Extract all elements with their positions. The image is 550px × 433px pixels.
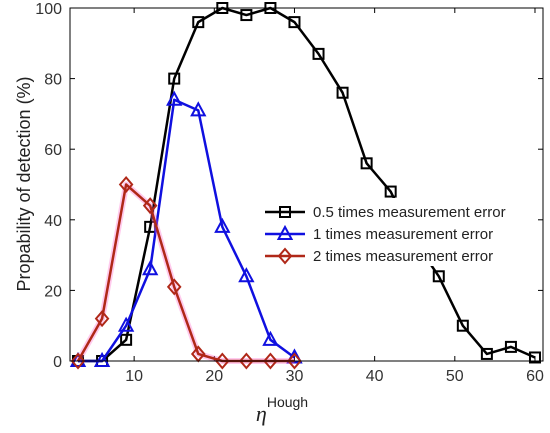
data-point xyxy=(360,157,373,170)
plot-background xyxy=(70,8,543,361)
data-point xyxy=(168,72,181,85)
data-point xyxy=(190,101,207,117)
data-point xyxy=(240,9,253,22)
data-point xyxy=(118,175,134,194)
data-point xyxy=(238,267,255,283)
legend-label: 1 times measurement error xyxy=(313,226,493,243)
data-point xyxy=(141,260,159,276)
x-tick-label: 60 xyxy=(526,368,544,385)
data-point xyxy=(336,86,349,99)
data-point xyxy=(287,352,302,370)
data-point xyxy=(312,47,325,60)
legend: 0.5 times measurement error 1 times measu… xyxy=(262,198,535,266)
plot-frame xyxy=(69,7,544,362)
series-2 xyxy=(69,90,303,367)
data-point xyxy=(456,319,469,332)
data-point xyxy=(94,310,110,328)
legend-box xyxy=(262,198,535,266)
legend-marker xyxy=(277,247,293,265)
y-axis-title: Propability of detection (%) xyxy=(14,76,34,291)
data-point xyxy=(480,347,493,360)
data-point xyxy=(384,185,397,198)
data-point xyxy=(69,351,87,367)
data-point xyxy=(262,330,279,346)
legend-label: 0.5 times measurement error xyxy=(313,204,506,221)
data-point xyxy=(263,352,278,370)
x-axis-title: ηHough xyxy=(256,394,308,426)
data-point xyxy=(166,90,183,106)
x-tick-label: 10 xyxy=(125,368,143,385)
x-axis-superscript: Hough xyxy=(267,394,308,410)
x-axis-symbol: η xyxy=(256,401,267,426)
data-point xyxy=(432,270,445,283)
data-point xyxy=(93,351,111,367)
x-tick-label: 20 xyxy=(205,368,223,385)
y-tick-label: 100 xyxy=(35,1,62,18)
y-tick-label: 60 xyxy=(44,142,62,159)
x-tick-label: 50 xyxy=(446,368,464,385)
legend-marker xyxy=(279,206,291,218)
data-point xyxy=(70,352,86,370)
y-tick-label: 20 xyxy=(44,283,62,300)
series-line xyxy=(78,98,296,363)
x-axis-ticks: 10 20 30 40 50 60 xyxy=(125,8,544,385)
x-tick-label: 30 xyxy=(286,368,304,385)
y-tick-label: 40 xyxy=(44,213,62,230)
x-tick-label: 40 xyxy=(366,368,384,385)
data-point xyxy=(215,352,230,370)
data-point xyxy=(528,351,541,364)
data-point xyxy=(142,197,158,215)
data-point xyxy=(239,352,254,370)
data-point xyxy=(192,16,205,29)
data-point xyxy=(504,340,517,353)
data-point xyxy=(120,333,133,346)
legend-label: 2 times measurement error xyxy=(313,248,493,265)
data-point xyxy=(117,316,135,332)
data-point xyxy=(288,16,301,29)
y-tick-label: 0 xyxy=(53,354,62,371)
y-tick-label: 80 xyxy=(44,72,62,89)
legend-marker xyxy=(276,224,294,240)
data-point xyxy=(166,278,182,296)
data-point xyxy=(214,217,231,233)
